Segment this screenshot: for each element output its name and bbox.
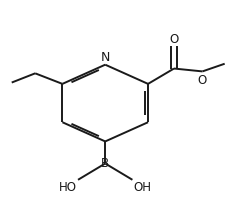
Text: OH: OH — [134, 181, 152, 194]
Text: N: N — [100, 51, 110, 64]
Text: B: B — [101, 157, 109, 170]
Text: O: O — [170, 32, 179, 46]
Text: HO: HO — [59, 181, 77, 194]
Text: O: O — [198, 74, 207, 87]
